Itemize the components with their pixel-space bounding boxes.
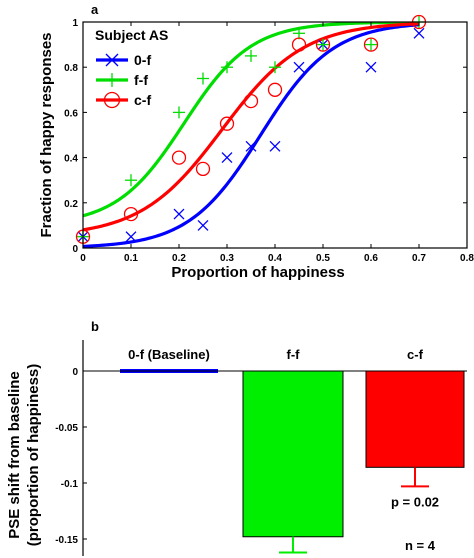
data-point-0-f [413, 27, 425, 39]
fit-curve-c-f [83, 22, 420, 232]
y-tick-label-b: -0.05 [55, 423, 78, 434]
legend-label: c-f [134, 92, 151, 108]
legend-marker-icon [105, 53, 119, 67]
y-tick-label: 0 [72, 244, 78, 255]
legend-label: f-f [134, 72, 148, 88]
y-tick-label: 0.6 [64, 108, 78, 119]
y-tick-label-b: -0.1 [61, 479, 79, 490]
p-value-label: p = 0.02 [391, 494, 439, 509]
legend-marker-icon [103, 91, 121, 109]
data-point-f-f [125, 174, 137, 187]
x-tick-label: 0 [80, 253, 86, 264]
panel-a: a 0 0.1 0.2 0.3 0.4 0.5 0.6 0.7 0.8 0 0.2 0.4 0.6 0.… [38, 2, 474, 281]
data-point-c-f [123, 206, 139, 222]
data-point-0-f [197, 219, 209, 231]
x-tick-label: 0.8 [460, 253, 474, 264]
data-point-c-f [267, 82, 283, 97]
y-tick-label: 0.4 [64, 154, 78, 165]
data-point-0-f [125, 231, 137, 243]
data-point-0-f [365, 61, 377, 73]
x-tick-label: 0.2 [172, 253, 186, 264]
data-point-c-f [363, 37, 379, 52]
legend-label: 0-f [134, 52, 151, 68]
data-point-f-f [317, 38, 329, 51]
fit-curve-f-f [83, 22, 420, 218]
y-tick-label-b: -0.15 [55, 535, 78, 546]
data-point-0-f [245, 140, 257, 152]
y-axis-label-b-line1: PSE shift from baseline [6, 371, 23, 539]
bar-category-label: f-f [287, 347, 301, 362]
bar-category-label: c-f [407, 347, 424, 362]
bars [120, 369, 465, 554]
x-ticks: 0 0.1 0.2 0.3 0.4 0.5 0.6 0.7 0.8 [80, 22, 474, 264]
bar-category-label: 0-f (Baseline) [128, 347, 210, 362]
data-point-c-f [315, 37, 331, 52]
data-point-0-f [293, 61, 305, 73]
data-points [75, 14, 427, 244]
data-point-c-f [195, 161, 211, 177]
data-point-c-f [291, 37, 307, 52]
data-point-c-f [171, 150, 187, 165]
x-tick-label: 0.6 [364, 253, 378, 264]
x-tick-label: 0.4 [268, 253, 282, 264]
data-point-f-f [221, 61, 233, 74]
legend-item-c-f: c-f [96, 91, 151, 109]
data-point-f-f [197, 72, 209, 85]
fit-curve-0-f [83, 23, 420, 248]
x-tick-label: 0.7 [412, 253, 426, 264]
x-tick-label: 0.1 [124, 253, 138, 264]
legend: Subject AS 0-f f-f c-f [95, 27, 168, 109]
y-tick-label: 1 [72, 18, 78, 29]
legend-item-0-f: 0-f [96, 52, 151, 68]
data-point-f-f [245, 49, 257, 62]
y-tick-label-b: 0 [72, 367, 78, 378]
panel-a-label: a [91, 2, 99, 17]
data-point-c-f [243, 93, 259, 109]
y-ticks: 0 0.2 0.4 0.6 0.8 1 [64, 18, 467, 255]
fit-curves [83, 22, 420, 248]
data-point-0-f [173, 208, 185, 220]
data-point-f-f [365, 38, 377, 51]
data-point-f-f [293, 27, 305, 40]
y-tick-label: 0.8 [64, 63, 78, 74]
x-tick-label: 0.3 [220, 253, 234, 264]
x-axis-label: Proportion of happiness [171, 264, 344, 281]
y-axis-label-b-line2: (proportion of happiness) [25, 364, 42, 546]
data-point-f-f [269, 61, 281, 74]
panel-b: b 0 -0.05 -0.1 -0.15 0-f (Baseline) f-f p = 0… [6, 319, 467, 556]
y-ticks-b: 0 -0.05 -0.1 -0.15 [55, 367, 87, 546]
sample-size-annotation: n = 4 [405, 538, 436, 553]
data-point-f-f [173, 106, 185, 119]
legend-title: Subject AS [95, 27, 168, 43]
legend-marker-icon [105, 73, 119, 87]
data-point-0-f [269, 140, 281, 152]
data-point-c-f [219, 116, 235, 131]
x-tick-label: 0.5 [316, 253, 330, 264]
y-tick-label: 0.2 [64, 199, 78, 210]
data-point-0-f [221, 152, 233, 164]
panel-b-label: b [91, 319, 99, 334]
bar-c-f [365, 370, 465, 468]
y-axis-label: Fraction of happy responses [38, 32, 55, 237]
bar-f-f [242, 370, 344, 538]
legend-item-f-f: f-f [96, 72, 148, 88]
